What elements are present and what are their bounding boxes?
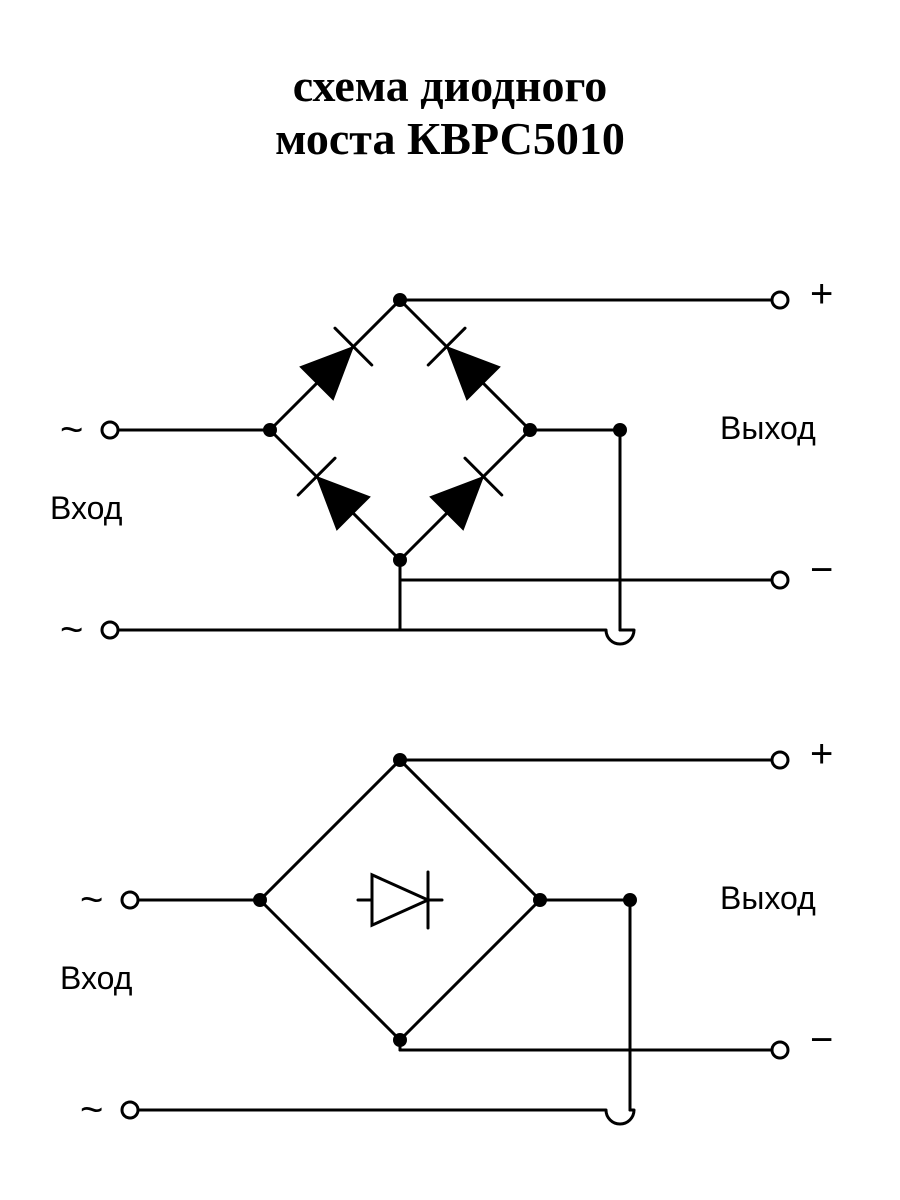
minus-symbol-2: − [810, 1018, 833, 1063]
input-label-1: Вход [50, 490, 122, 527]
minus-symbol-1: − [810, 548, 833, 593]
output-label-1: Выход [720, 410, 816, 447]
plus-symbol-1: + [810, 272, 833, 317]
ac-symbol-top-2: ~ [80, 878, 103, 923]
schematic-canvas: схема диодного моста КВРС5010 ~ ~ Вход +… [0, 0, 900, 1200]
input-label-2: Вход [60, 960, 132, 997]
plus-symbol-2: + [810, 732, 833, 777]
output-label-2: Выход [720, 880, 816, 917]
schematic-svg [0, 0, 900, 1200]
ac-symbol-top-1: ~ [60, 408, 83, 453]
ac-symbol-bottom-2: ~ [80, 1088, 103, 1133]
ac-symbol-bottom-1: ~ [60, 608, 83, 653]
